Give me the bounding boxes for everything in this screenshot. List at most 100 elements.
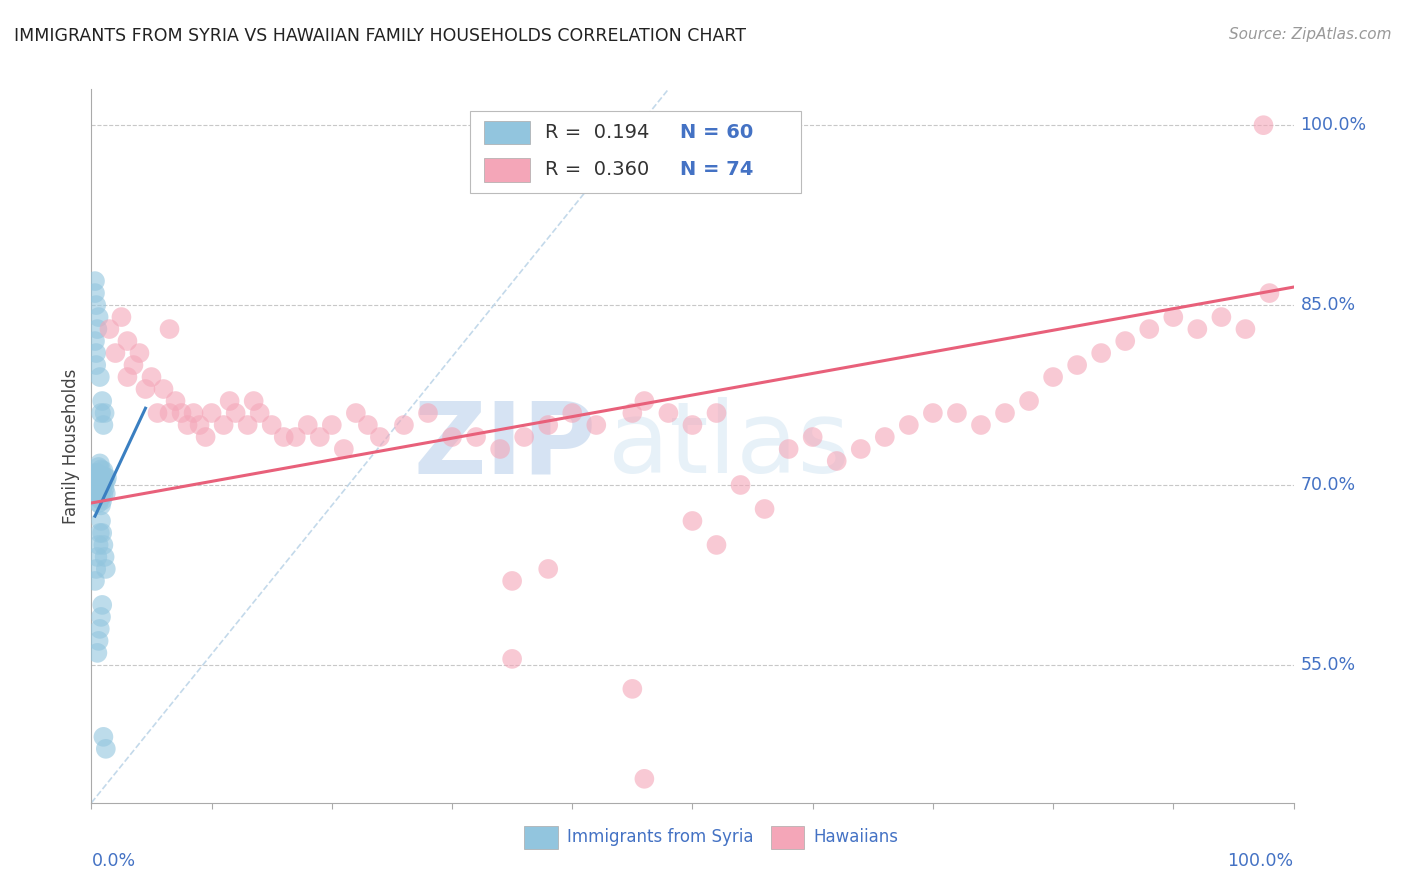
Point <box>84 346 107 360</box>
Point <box>87 496 110 510</box>
Point <box>873 430 896 444</box>
Point <box>93 406 115 420</box>
Point <box>849 442 872 456</box>
FancyBboxPatch shape <box>485 120 530 145</box>
Point <box>93 464 115 478</box>
Point <box>84 478 107 492</box>
Point <box>146 406 169 420</box>
Point <box>93 487 115 501</box>
Point <box>537 417 560 432</box>
Text: 0.0%: 0.0% <box>91 852 135 870</box>
Point <box>946 406 969 420</box>
Point <box>84 298 107 312</box>
FancyBboxPatch shape <box>470 111 800 193</box>
Point <box>1042 370 1064 384</box>
Point <box>90 462 112 476</box>
Point <box>93 482 115 496</box>
Point <box>86 478 108 492</box>
Point <box>91 525 114 540</box>
Point <box>501 574 523 588</box>
Point <box>801 430 824 444</box>
Point <box>201 406 224 420</box>
Point <box>93 730 115 744</box>
Point <box>242 394 264 409</box>
Point <box>970 417 993 432</box>
FancyBboxPatch shape <box>485 159 530 182</box>
Point <box>87 483 110 498</box>
Point <box>633 394 655 409</box>
Point <box>90 406 112 420</box>
Point <box>84 334 107 348</box>
FancyBboxPatch shape <box>770 826 804 849</box>
Text: Hawaiians: Hawaiians <box>814 828 898 846</box>
Point <box>1161 310 1184 324</box>
Point <box>84 286 107 301</box>
Point <box>98 322 121 336</box>
Text: 85.0%: 85.0% <box>1301 296 1355 314</box>
Point <box>188 417 211 432</box>
Point <box>585 417 607 432</box>
Point <box>159 406 181 420</box>
Point <box>93 538 115 552</box>
Point <box>89 370 111 384</box>
Point <box>165 394 187 409</box>
Point <box>84 358 107 372</box>
Point <box>621 681 644 696</box>
Point <box>537 562 560 576</box>
Point <box>1066 358 1088 372</box>
Text: Immigrants from Syria: Immigrants from Syria <box>568 828 754 846</box>
Point <box>159 322 181 336</box>
Point <box>730 478 752 492</box>
Point <box>284 430 307 444</box>
Point <box>1090 346 1112 360</box>
Point <box>706 406 728 420</box>
Point <box>117 370 139 384</box>
Text: 100.0%: 100.0% <box>1301 116 1367 134</box>
Text: 100.0%: 100.0% <box>1227 852 1294 870</box>
Point <box>128 346 150 360</box>
Point <box>110 310 132 324</box>
Point <box>91 482 114 496</box>
Point <box>657 406 679 420</box>
Point <box>1187 322 1209 336</box>
Point <box>825 454 848 468</box>
Point <box>89 622 111 636</box>
Text: Source: ZipAtlas.com: Source: ZipAtlas.com <box>1229 27 1392 42</box>
Point <box>90 514 112 528</box>
Point <box>117 334 139 348</box>
Point <box>84 483 107 498</box>
Point <box>1114 334 1136 348</box>
FancyBboxPatch shape <box>524 826 558 849</box>
Point <box>321 417 343 432</box>
Text: N = 74: N = 74 <box>681 161 754 179</box>
Point <box>89 492 111 507</box>
Point <box>1253 118 1275 132</box>
Point <box>87 633 110 648</box>
Point <box>84 472 107 486</box>
Point <box>681 417 703 432</box>
Point <box>344 406 367 420</box>
Point <box>86 322 108 336</box>
Point <box>994 406 1017 420</box>
Point <box>212 417 235 432</box>
Point <box>86 549 108 564</box>
Point <box>89 525 111 540</box>
Point <box>218 394 240 409</box>
Point <box>91 493 114 508</box>
Point <box>86 466 108 480</box>
Point <box>183 406 205 420</box>
Point <box>392 417 415 432</box>
Text: 70.0%: 70.0% <box>1301 476 1355 494</box>
Point <box>93 549 115 564</box>
Point <box>681 514 703 528</box>
Point <box>89 480 111 494</box>
Point <box>513 430 536 444</box>
Point <box>465 430 488 444</box>
Point <box>357 417 380 432</box>
Point <box>90 475 112 489</box>
Point <box>194 430 217 444</box>
Point <box>236 417 259 432</box>
Point <box>561 406 583 420</box>
Point <box>897 417 920 432</box>
Point <box>1234 322 1257 336</box>
